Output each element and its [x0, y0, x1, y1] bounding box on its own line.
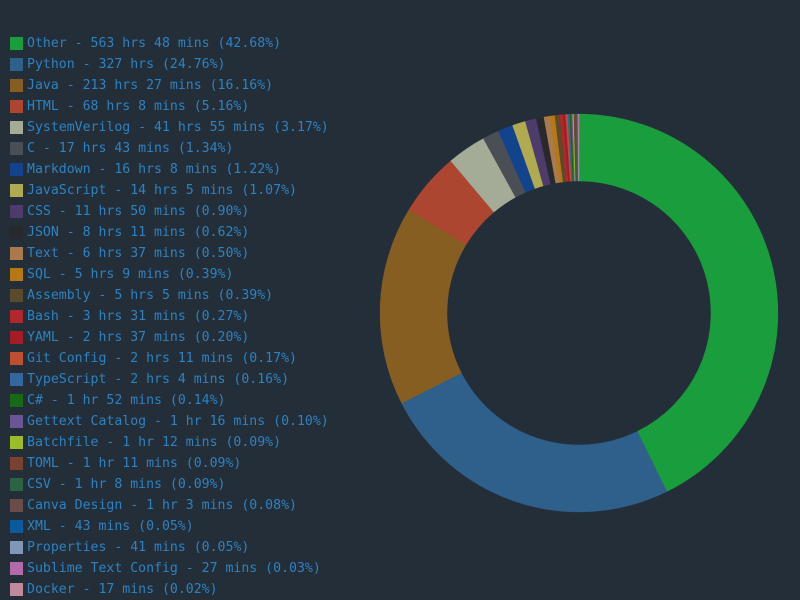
legend-swatch: [10, 520, 23, 533]
legend-item: TypeScript - 2 hrs 4 mins (0.16%): [10, 369, 370, 390]
legend-item: SystemVerilog - 41 hrs 55 mins (3.17%): [10, 117, 370, 138]
legend-label: SQL - 5 hrs 9 mins (0.39%): [27, 267, 234, 282]
legend-label: Gettext Catalog - 1 hr 16 mins (0.10%): [27, 414, 329, 429]
legend-label: JavaScript - 14 hrs 5 mins (1.07%): [27, 183, 297, 198]
legend-label: Python - 327 hrs (24.76%): [27, 57, 226, 72]
legend-label: Canva Design - 1 hr 3 mins (0.08%): [27, 498, 297, 513]
legend-item: Java - 213 hrs 27 mins (16.16%): [10, 75, 370, 96]
legend-item: CSS - 11 hrs 50 mins (0.90%): [10, 201, 370, 222]
legend-swatch: [10, 499, 23, 512]
legend-swatch: [10, 142, 23, 155]
legend-item: JSON - 8 hrs 11 mins (0.62%): [10, 222, 370, 243]
legend-swatch: [10, 415, 23, 428]
legend-item: Text - 6 hrs 37 mins (0.50%): [10, 243, 370, 264]
legend-swatch: [10, 289, 23, 302]
legend-label: TypeScript - 2 hrs 4 mins (0.16%): [27, 372, 290, 387]
legend-swatch: [10, 247, 23, 260]
legend-item: TOML - 1 hr 11 mins (0.09%): [10, 453, 370, 474]
legend-swatch: [10, 79, 23, 92]
legend-swatch: [10, 121, 23, 134]
legend-label: Batchfile - 1 hr 12 mins (0.09%): [27, 435, 282, 450]
legend-item: Python - 327 hrs (24.76%): [10, 54, 370, 75]
legend-label: C# - 1 hr 52 mins (0.14%): [27, 393, 226, 408]
legend-label: Java - 213 hrs 27 mins (16.16%): [27, 78, 274, 93]
legend-item: XML - 43 mins (0.05%): [10, 516, 370, 537]
legend-swatch: [10, 163, 23, 176]
legend-swatch: [10, 352, 23, 365]
legend-item: Properties - 41 mins (0.05%): [10, 537, 370, 558]
legend-label: YAML - 2 hrs 37 mins (0.20%): [27, 330, 250, 345]
donut-slice-other: [578, 113, 779, 492]
legend-item: Gettext Catalog - 1 hr 16 mins (0.10%): [10, 411, 370, 432]
legend-label: Assembly - 5 hrs 5 mins (0.39%): [27, 288, 274, 303]
legend-swatch: [10, 541, 23, 554]
legend-item: Markdown - 16 hrs 8 mins (1.22%): [10, 159, 370, 180]
legend-label: CSS - 11 hrs 50 mins (0.90%): [27, 204, 250, 219]
legend-swatch: [10, 436, 23, 449]
legend-swatch: [10, 583, 23, 596]
legend-swatch: [10, 310, 23, 323]
legend-label: XML - 43 mins (0.05%): [27, 519, 194, 534]
legend: Other - 563 hrs 48 mins (42.68%) Python -…: [10, 33, 370, 600]
legend-label: Git Config - 2 hrs 11 mins (0.17%): [27, 351, 297, 366]
legend-swatch: [10, 205, 23, 218]
legend-item: YAML - 2 hrs 37 mins (0.20%): [10, 327, 370, 348]
legend-label: Other - 563 hrs 48 mins (42.68%): [27, 36, 282, 51]
legend-item: CSV - 1 hr 8 mins (0.09%): [10, 474, 370, 495]
legend-item: Assembly - 5 hrs 5 mins (0.39%): [10, 285, 370, 306]
donut-slice-java: [379, 209, 467, 404]
legend-label: Markdown - 16 hrs 8 mins (1.22%): [27, 162, 282, 177]
legend-swatch: [10, 562, 23, 575]
legend-item: Other - 563 hrs 48 mins (42.68%): [10, 33, 370, 54]
legend-label: C - 17 hrs 43 mins (1.34%): [27, 141, 234, 156]
legend-swatch: [10, 394, 23, 407]
legend-swatch: [10, 37, 23, 50]
legend-swatch: [10, 457, 23, 470]
legend-item: JavaScript - 14 hrs 5 mins (1.07%): [10, 180, 370, 201]
legend-item: Sublime Text Config - 27 mins (0.03%): [10, 558, 370, 579]
legend-swatch: [10, 268, 23, 281]
legend-item: C - 17 hrs 43 mins (1.34%): [10, 138, 370, 159]
legend-swatch: [10, 58, 23, 71]
legend-label: HTML - 68 hrs 8 mins (5.16%): [27, 99, 250, 114]
legend-label: Properties - 41 mins (0.05%): [27, 540, 250, 555]
legend-label: Docker - 17 mins (0.02%): [27, 582, 218, 597]
donut-slice-python: [401, 372, 668, 513]
legend-swatch: [10, 184, 23, 197]
legend-swatch: [10, 478, 23, 491]
legend-item: Docker - 17 mins (0.02%): [10, 579, 370, 600]
legend-label: Sublime Text Config - 27 mins (0.03%): [27, 561, 321, 576]
legend-label: Text - 6 hrs 37 mins (0.50%): [27, 246, 250, 261]
legend-item: Bash - 3 hrs 31 mins (0.27%): [10, 306, 370, 327]
legend-label: CSV - 1 hr 8 mins (0.09%): [27, 477, 226, 492]
legend-item: SQL - 5 hrs 9 mins (0.39%): [10, 264, 370, 285]
legend-item: Git Config - 2 hrs 11 mins (0.17%): [10, 348, 370, 369]
legend-label: TOML - 1 hr 11 mins (0.09%): [27, 456, 242, 471]
legend-label: Bash - 3 hrs 31 mins (0.27%): [27, 309, 250, 324]
legend-label: SystemVerilog - 41 hrs 55 mins (3.17%): [27, 120, 329, 135]
legend-item: HTML - 68 hrs 8 mins (5.16%): [10, 96, 370, 117]
legend-label: JSON - 8 hrs 11 mins (0.62%): [27, 225, 250, 240]
legend-item: C# - 1 hr 52 mins (0.14%): [10, 390, 370, 411]
legend-item: Canva Design - 1 hr 3 mins (0.08%): [10, 495, 370, 516]
legend-swatch: [10, 331, 23, 344]
legend-item: Batchfile - 1 hr 12 mins (0.09%): [10, 432, 370, 453]
legend-swatch: [10, 226, 23, 239]
legend-swatch: [10, 100, 23, 113]
legend-swatch: [10, 373, 23, 386]
